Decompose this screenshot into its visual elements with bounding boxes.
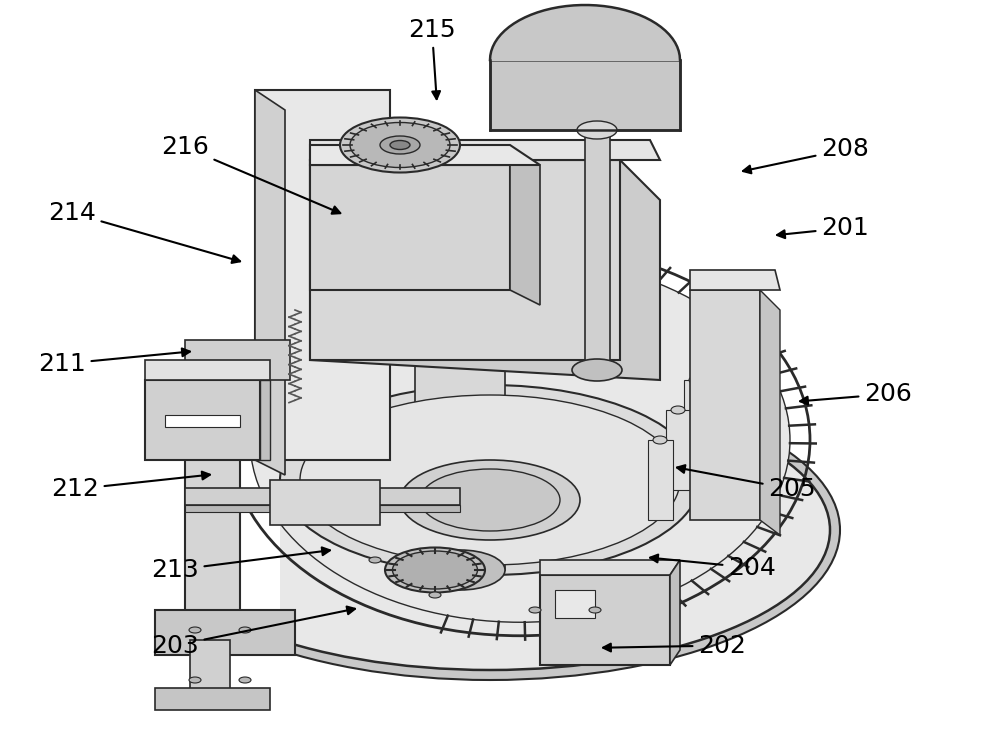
- Ellipse shape: [250, 257, 790, 622]
- Text: 208: 208: [743, 137, 869, 174]
- Polygon shape: [185, 505, 460, 512]
- Polygon shape: [510, 165, 540, 305]
- Polygon shape: [0, 380, 280, 680]
- Polygon shape: [540, 575, 670, 665]
- Polygon shape: [310, 145, 540, 165]
- Ellipse shape: [671, 406, 685, 414]
- Text: 211: 211: [38, 349, 190, 376]
- Text: 212: 212: [51, 472, 210, 501]
- Ellipse shape: [435, 184, 485, 206]
- Polygon shape: [260, 380, 270, 460]
- Text: 214: 214: [48, 201, 240, 263]
- Polygon shape: [702, 350, 727, 430]
- Polygon shape: [185, 340, 290, 380]
- Polygon shape: [684, 380, 709, 460]
- Polygon shape: [310, 165, 510, 290]
- Ellipse shape: [150, 390, 830, 670]
- Text: 201: 201: [777, 216, 869, 240]
- Ellipse shape: [572, 359, 622, 381]
- Polygon shape: [310, 160, 620, 360]
- Polygon shape: [720, 320, 745, 400]
- Ellipse shape: [239, 677, 251, 683]
- Ellipse shape: [653, 436, 667, 444]
- Ellipse shape: [280, 385, 700, 575]
- Text: 216: 216: [161, 135, 340, 214]
- Polygon shape: [185, 488, 460, 505]
- Text: 215: 215: [408, 18, 456, 99]
- Ellipse shape: [725, 316, 739, 324]
- Text: 206: 206: [800, 382, 912, 406]
- Ellipse shape: [390, 140, 410, 149]
- Polygon shape: [690, 290, 760, 520]
- Polygon shape: [670, 560, 680, 665]
- Text: 203: 203: [151, 606, 355, 658]
- Polygon shape: [190, 640, 230, 700]
- Ellipse shape: [589, 607, 601, 613]
- Polygon shape: [540, 560, 680, 575]
- Polygon shape: [155, 610, 295, 655]
- Ellipse shape: [415, 550, 505, 590]
- Polygon shape: [415, 220, 505, 570]
- Polygon shape: [270, 480, 380, 525]
- Text: 204: 204: [650, 555, 776, 580]
- Ellipse shape: [392, 551, 478, 589]
- Ellipse shape: [529, 607, 541, 613]
- Ellipse shape: [420, 469, 560, 531]
- Polygon shape: [585, 130, 610, 370]
- Text: 213: 213: [151, 547, 330, 582]
- Polygon shape: [690, 270, 780, 290]
- Ellipse shape: [340, 118, 460, 172]
- Polygon shape: [435, 195, 485, 220]
- Polygon shape: [666, 410, 691, 490]
- Ellipse shape: [400, 460, 580, 540]
- Text: 205: 205: [677, 465, 816, 501]
- Polygon shape: [145, 360, 270, 380]
- Polygon shape: [310, 140, 660, 160]
- Bar: [555, 590, 595, 618]
- Ellipse shape: [385, 547, 485, 593]
- Ellipse shape: [429, 592, 441, 598]
- Polygon shape: [185, 370, 240, 640]
- Polygon shape: [255, 90, 285, 475]
- Polygon shape: [648, 440, 673, 520]
- Ellipse shape: [380, 136, 420, 154]
- Polygon shape: [255, 90, 390, 460]
- Ellipse shape: [350, 122, 450, 168]
- Ellipse shape: [707, 346, 721, 354]
- Ellipse shape: [189, 627, 201, 633]
- Ellipse shape: [369, 557, 381, 563]
- Ellipse shape: [415, 200, 505, 240]
- Polygon shape: [760, 290, 780, 535]
- Ellipse shape: [140, 380, 840, 680]
- Ellipse shape: [300, 395, 680, 565]
- Ellipse shape: [689, 376, 703, 384]
- Polygon shape: [145, 380, 260, 460]
- Ellipse shape: [577, 121, 617, 139]
- Bar: [165, 415, 240, 427]
- Polygon shape: [155, 688, 270, 710]
- Polygon shape: [490, 60, 680, 130]
- Polygon shape: [310, 160, 660, 380]
- Ellipse shape: [189, 677, 201, 683]
- Ellipse shape: [239, 627, 251, 633]
- Text: 202: 202: [603, 633, 746, 658]
